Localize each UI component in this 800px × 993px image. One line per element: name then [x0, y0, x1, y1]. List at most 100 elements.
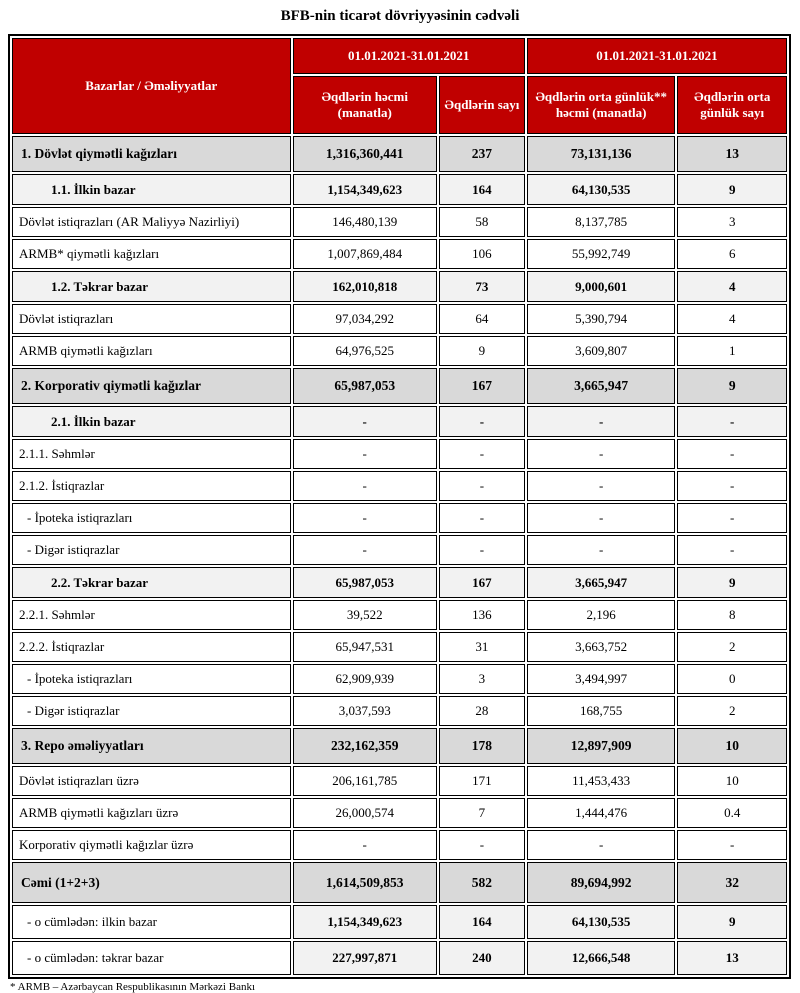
- row-value-volume: 1,154,349,623: [292, 174, 437, 205]
- column-header-row: Əqdlərin həcmi (manatla) Əqdlərin sayı Ə…: [12, 76, 787, 134]
- row-label: ARMB* qiymətli kağızları: [12, 239, 291, 269]
- row-label: ARMB qiymətli kağızları: [12, 336, 291, 366]
- period-header-1: 01.01.2021-31.01.2021: [292, 38, 525, 74]
- row-value-avg-count: 0: [677, 664, 787, 694]
- row-value-avg-volume: 1,444,476: [526, 798, 676, 828]
- row-value-count: -: [438, 535, 525, 565]
- row-value-avg-count: 9: [677, 567, 787, 598]
- row-value-count: 58: [438, 207, 525, 237]
- row-value-avg-count: -: [677, 830, 787, 860]
- row-value-avg-volume: 11,453,433: [526, 766, 676, 796]
- row-value-avg-count: 3: [677, 207, 787, 237]
- table-row: 2.1.2. İstiqrazlar - - - -: [12, 471, 787, 501]
- row-value-avg-volume: 3,663,752: [526, 632, 676, 662]
- row-label: 2.2. Təkrar bazar: [12, 567, 291, 598]
- row-value-avg-volume: -: [526, 503, 676, 533]
- row-value-avg-count: 9: [677, 905, 787, 939]
- row-value-count: 31: [438, 632, 525, 662]
- table-row: 2.2.1. Səhmlər 39,522 136 2,196 8: [12, 600, 787, 630]
- row-label: Korporativ qiymətli kağızlar üzrə: [12, 830, 291, 860]
- table-row: 2.2.2. İstiqrazlar 65,947,531 31 3,663,7…: [12, 632, 787, 662]
- row-value-avg-volume: 168,755: [526, 696, 676, 726]
- table-row: Korporativ qiymətli kağızlar üzrə - - - …: [12, 830, 787, 860]
- table-row: Dövlət istiqrazları üzrə 206,161,785 171…: [12, 766, 787, 796]
- row-value-volume: 65,947,531: [292, 632, 437, 662]
- row-value-count: 28: [438, 696, 525, 726]
- row-value-count: 73: [438, 271, 525, 302]
- table-body: 1. Dövlət qiymətli kağızları 1,316,360,4…: [12, 136, 787, 975]
- row-value-avg-volume: 3,665,947: [526, 567, 676, 598]
- row-label: Dövlət istiqrazları (AR Maliyyə Nazirliy…: [12, 207, 291, 237]
- row-value-count: -: [438, 439, 525, 469]
- row-value-avg-count: 6: [677, 239, 787, 269]
- row-label: - o cümlədən: təkrar bazar: [12, 941, 291, 975]
- row-value-volume: 1,154,349,623: [292, 905, 437, 939]
- row-value-count: 171: [438, 766, 525, 796]
- row-value-count: 64: [438, 304, 525, 334]
- row-value-avg-count: 13: [677, 136, 787, 172]
- row-value-volume: -: [292, 830, 437, 860]
- row-value-avg-count: 13: [677, 941, 787, 975]
- row-value-count: -: [438, 471, 525, 501]
- column-header-volume: Əqdlərin həcmi (manatla): [292, 76, 437, 134]
- table-row: ARMB qiymətli kağızları üzrə 26,000,574 …: [12, 798, 787, 828]
- row-value-avg-count: 1: [677, 336, 787, 366]
- row-value-avg-count: 8: [677, 600, 787, 630]
- row-label: 1. Dövlət qiymətli kağızları: [12, 136, 291, 172]
- row-value-volume: -: [292, 406, 437, 437]
- row-value-avg-volume: -: [526, 471, 676, 501]
- table-row: - İpoteka istiqrazları 62,909,939 3 3,49…: [12, 664, 787, 694]
- table-row: 2.1. İlkin bazar - - - -: [12, 406, 787, 437]
- row-value-avg-count: 10: [677, 728, 787, 764]
- row-value-volume: 65,987,053: [292, 368, 437, 404]
- row-value-count: 240: [438, 941, 525, 975]
- row-value-avg-count: -: [677, 406, 787, 437]
- table-row: - o cümlədən: təkrar bazar 227,997,871 2…: [12, 941, 787, 975]
- row-value-count: 7: [438, 798, 525, 828]
- table-row: Cəmi (1+2+3) 1,614,509,853 582 89,694,99…: [12, 862, 787, 903]
- row-value-volume: 146,480,139: [292, 207, 437, 237]
- row-value-volume: 64,976,525: [292, 336, 437, 366]
- column-header-count: Əqdlərin sayı: [438, 76, 525, 134]
- row-value-avg-volume: 64,130,535: [526, 174, 676, 205]
- row-value-avg-volume: -: [526, 535, 676, 565]
- row-value-avg-volume: 8,137,785: [526, 207, 676, 237]
- table-row: ARMB qiymətli kağızları 64,976,525 9 3,6…: [12, 336, 787, 366]
- row-label: - Digər istiqrazlar: [12, 535, 291, 565]
- row-label: 2.1.1. Səhmlər: [12, 439, 291, 469]
- row-label: 1.2. Təkrar bazar: [12, 271, 291, 302]
- row-label: 2.1. İlkin bazar: [12, 406, 291, 437]
- row-value-count: 164: [438, 905, 525, 939]
- row-value-avg-volume: 12,897,909: [526, 728, 676, 764]
- row-value-avg-count: -: [677, 439, 787, 469]
- row-value-volume: 206,161,785: [292, 766, 437, 796]
- row-value-avg-volume: -: [526, 406, 676, 437]
- column-header-avg-volume: Əqdlərin orta günlük** həcmi (manatla): [526, 76, 676, 134]
- row-value-volume: 1,007,869,484: [292, 239, 437, 269]
- page-title: BFB-nin ticarət dövriyyəsinin cədvəli: [280, 8, 520, 24]
- table-row: ARMB* qiymətli kağızları 1,007,869,484 1…: [12, 239, 787, 269]
- row-value-volume: 39,522: [292, 600, 437, 630]
- row-label: Dövlət istiqrazları üzrə: [12, 766, 291, 796]
- table-row: 1.2. Təkrar bazar 162,010,818 73 9,000,6…: [12, 271, 787, 302]
- table-row: - o cümlədən: ilkin bazar 1,154,349,623 …: [12, 905, 787, 939]
- period-header-row: Bazarlar / Əməliyyatlar 01.01.2021-31.01…: [12, 38, 787, 134]
- table-header: Bazarlar / Əməliyyatlar 01.01.2021-31.01…: [12, 38, 787, 134]
- row-value-count: 167: [438, 368, 525, 404]
- row-value-volume: -: [292, 471, 437, 501]
- row-value-avg-volume: 3,494,997: [526, 664, 676, 694]
- row-value-volume: 227,997,871: [292, 941, 437, 975]
- table-row: 2. Korporativ qiymətli kağızlar 65,987,0…: [12, 368, 787, 404]
- row-label: - İpoteka istiqrazları: [12, 664, 291, 694]
- footnote: * ARMB – Azərbaycan Respublikasının Mərk…: [10, 981, 256, 993]
- row-label: - Digər istiqrazlar: [12, 696, 291, 726]
- row-value-count: 9: [438, 336, 525, 366]
- table-row: - Digər istiqrazlar 3,037,593 28 168,755…: [12, 696, 787, 726]
- row-label: 2.1.2. İstiqrazlar: [12, 471, 291, 501]
- row-label: 2. Korporativ qiymətli kağızlar: [12, 368, 291, 404]
- row-value-avg-count: 9: [677, 368, 787, 404]
- row-value-volume: -: [292, 503, 437, 533]
- row-value-avg-volume: 2,196: [526, 600, 676, 630]
- row-label: 3. Repo əməliyyatları: [12, 728, 291, 764]
